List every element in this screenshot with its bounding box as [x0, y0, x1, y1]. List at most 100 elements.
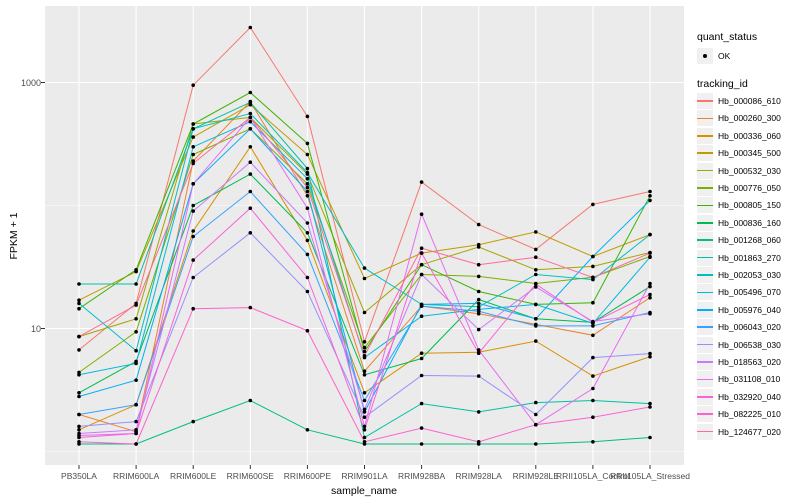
line-legend-key [697, 214, 713, 231]
data-point [191, 209, 195, 213]
data-point [419, 314, 424, 319]
data-point [77, 435, 81, 440]
data-point [305, 328, 310, 333]
data-point [77, 301, 81, 306]
data-point [419, 351, 424, 356]
data-point [591, 415, 595, 420]
line-legend-key [697, 232, 713, 249]
line-legend-key [697, 249, 713, 266]
data-point [591, 440, 595, 444]
legend-item-tracking-id: Hb_000336_060 [697, 127, 797, 144]
data-point [591, 254, 595, 259]
data-point [648, 292, 652, 297]
x-tick-label: RRIM928LA [455, 471, 502, 481]
legend-item-tracking-id: Hb_082225_010 [697, 405, 797, 423]
data-point [534, 412, 538, 417]
x-tick-label: RRII105LA_Stressed [610, 471, 690, 481]
data-point [534, 422, 538, 427]
data-point [362, 410, 367, 414]
series-color-line-icon [697, 413, 713, 415]
line-legend-key [697, 127, 713, 144]
data-point [248, 90, 253, 95]
data-point [191, 127, 195, 131]
series-color-line-icon [697, 187, 713, 189]
data-point [77, 412, 81, 417]
data-point [476, 440, 481, 444]
series-color-line-icon [697, 291, 713, 294]
data-point [419, 442, 424, 446]
data-point [419, 212, 424, 216]
y-tick-label: 10 [30, 323, 41, 334]
data-point [476, 301, 481, 306]
data-point [591, 324, 595, 328]
data-point [648, 281, 652, 286]
data-point [77, 373, 81, 377]
data-point [77, 334, 81, 339]
data-point [648, 194, 652, 198]
data-point [362, 428, 367, 432]
data-point [648, 251, 652, 255]
data-point [191, 145, 195, 149]
data-point [305, 221, 310, 225]
legend-item-tracking-id: Hb_006043_020 [697, 318, 797, 336]
x-tick-label: RRIM600SE [226, 471, 274, 481]
line-legend-key [697, 93, 713, 110]
data-point [362, 340, 367, 344]
data-point [248, 115, 253, 120]
legend-item-label: Hb_000260_300 [718, 113, 781, 124]
series-color-line-icon [697, 256, 713, 259]
data-point [591, 300, 595, 305]
legend-item-tracking-id: Hb_018563_020 [697, 353, 797, 370]
data-point [476, 309, 481, 314]
data-point [134, 442, 138, 446]
legend-item-label: Hb_124677_020 [718, 426, 781, 437]
legend-item-label: Hb_000836_160 [718, 217, 781, 228]
data-point [191, 203, 195, 208]
legend-item-label: Hb_000086_610 [718, 96, 781, 107]
ok-point-icon [703, 53, 707, 58]
data-point [362, 440, 367, 444]
data-point [305, 152, 310, 157]
line-legend-key [697, 110, 713, 127]
data-point [419, 426, 424, 430]
data-point [191, 234, 195, 239]
x-tick-label: RRIM600LA [112, 471, 160, 481]
legend-item-tracking-id: Hb_001268_060 [697, 232, 797, 249]
data-point [305, 166, 310, 171]
data-point [191, 306, 195, 311]
data-point [305, 289, 310, 294]
data-point [134, 419, 138, 424]
series-color-line-icon [697, 239, 713, 241]
legend-item-tracking-id: Hb_001863_270 [697, 249, 797, 266]
legend-item-tracking-id: Hb_000345_500 [697, 145, 797, 162]
line-legend-key [697, 266, 713, 283]
data-point [362, 345, 367, 350]
series-color-line-icon [697, 117, 713, 120]
legend-item-quant-ok: OK [697, 47, 797, 64]
data-point [191, 152, 195, 157]
legend-item-label: Hb_006538_030 [718, 339, 781, 350]
data-point [362, 435, 367, 440]
legend-item-tracking-id: Hb_005496_070 [697, 284, 797, 301]
data-point [305, 141, 310, 146]
data-point [591, 355, 595, 360]
data-point [134, 348, 138, 353]
y-axis-title: FPKM + 1 [8, 212, 20, 260]
line-legend-key [697, 336, 713, 353]
data-point [419, 180, 424, 184]
data-point [648, 435, 652, 440]
data-point [362, 369, 367, 374]
data-point [591, 202, 595, 207]
data-point [77, 440, 81, 444]
series-color-line-icon [697, 222, 713, 224]
data-point [305, 428, 310, 432]
data-point [305, 176, 310, 181]
data-point [534, 255, 538, 259]
legend-item-tracking-id: Hb_000532_030 [697, 162, 797, 179]
data-point [419, 401, 424, 406]
data-point [305, 275, 310, 280]
data-point [191, 122, 195, 126]
data-point [476, 410, 481, 414]
data-point [648, 198, 652, 203]
